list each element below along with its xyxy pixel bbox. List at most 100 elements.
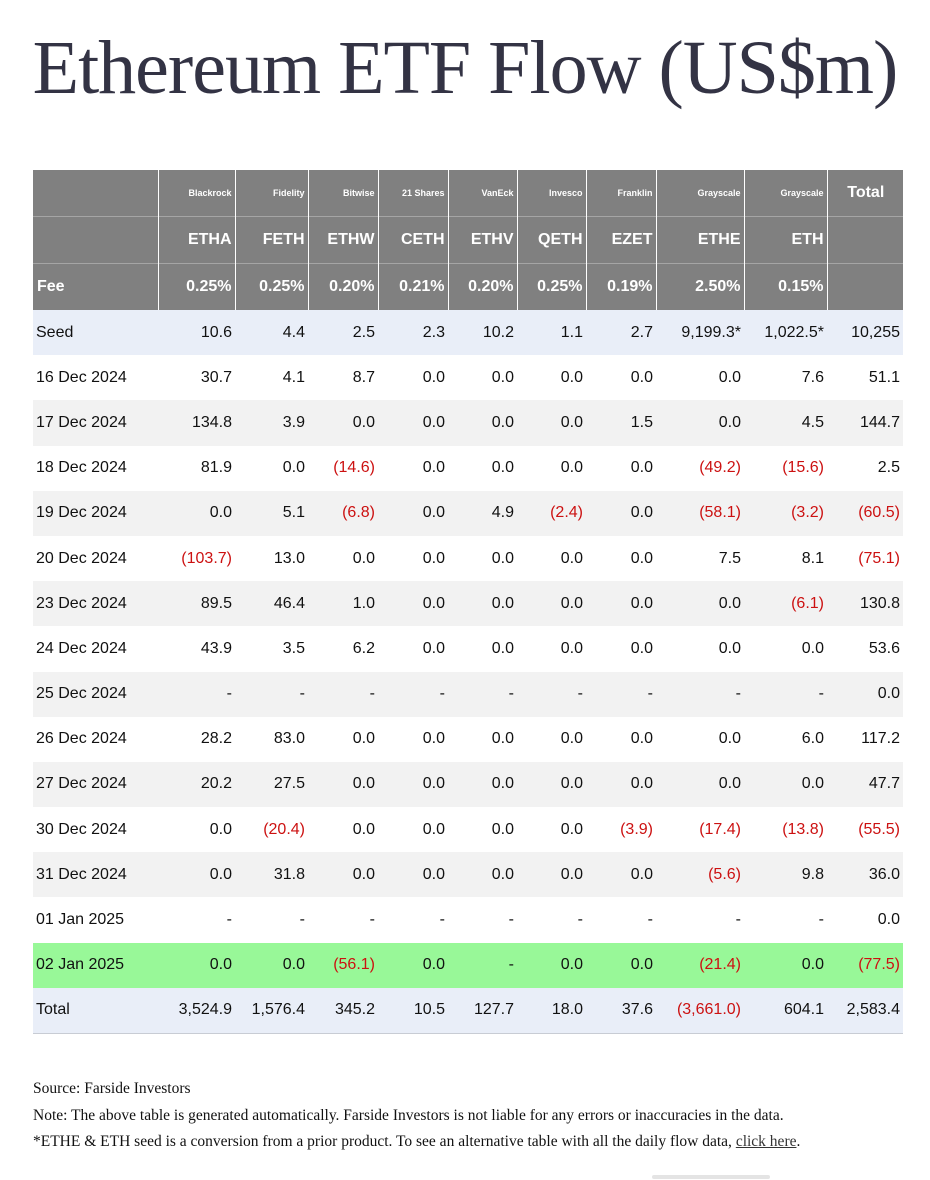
flow-cell: 0.0 <box>586 852 656 898</box>
flow-cell: 0.0 <box>517 445 586 491</box>
flow-cell: 0.0 <box>308 761 378 808</box>
flow-cell: 0.0 <box>586 942 656 988</box>
ticker-header: ETHV <box>447 216 517 264</box>
table-row: 31 Dec 2024 0.0 31.8 0.0 0.0 0.0 0.0 0.0 (5.6) 9.… <box>33 852 903 898</box>
date-cell: 25 Dec 2024 <box>33 671 158 717</box>
date-cell: 20 Dec 2024 <box>33 535 158 582</box>
flow-cell: 0.0 <box>378 535 448 582</box>
flow-cell: 0.0 <box>378 852 448 898</box>
flow-cell: 9,199.3* <box>656 310 744 356</box>
date-cell: 24 Dec 2024 <box>33 626 158 672</box>
provider-header: Franklin <box>585 170 656 217</box>
date-cell: 31 Dec 2024 <box>33 852 158 898</box>
seed-note-text: *ETHE & ETH seed is a conversion from a … <box>33 1133 732 1150</box>
alternative-table-link[interactable]: click here <box>735 1133 797 1150</box>
flow-cell: 43.9 <box>158 626 235 672</box>
flow-cell: 0.0 <box>586 490 656 536</box>
flow-cell: (56.1) <box>308 942 378 988</box>
row-total-cell: 0.0 <box>827 671 903 717</box>
flow-cell: 0.0 <box>378 807 448 853</box>
flow-cell: 7.5 <box>656 535 744 582</box>
flow-cell: 8.1 <box>744 535 827 582</box>
flow-cell: 0.0 <box>586 581 656 627</box>
fee-cell: 0.21% <box>377 263 448 310</box>
flow-cell: 3.5 <box>235 626 308 672</box>
row-total-cell: 144.7 <box>827 400 903 446</box>
flow-cell: - <box>378 897 448 943</box>
flow-cell: (6.8) <box>308 490 378 536</box>
flow-cell: 0.0 <box>656 581 744 627</box>
flow-cell: 10.5 <box>378 987 448 1034</box>
flow-cell: 0.0 <box>656 400 744 446</box>
flow-cell: 1.1 <box>517 310 586 356</box>
flow-cell: (58.1) <box>656 490 744 536</box>
flow-cell: 0.0 <box>656 761 744 808</box>
flow-cell: 0.0 <box>378 942 448 988</box>
flow-cell: 0.0 <box>656 716 744 762</box>
flow-cell: 0.0 <box>308 807 378 853</box>
flow-cell: (21.4) <box>656 942 744 988</box>
etf-flow-table: Blackrock Fidelity Bitwise 21 Shares VanEck I… <box>33 170 903 1034</box>
table-row: 30 Dec 2024 0.0 (20.4) 0.0 0.0 0.0 0.0 (3.9) (17… <box>33 807 903 853</box>
flow-cell: 4.4 <box>235 310 308 356</box>
flow-cell: - <box>448 671 517 717</box>
flow-cell: 0.0 <box>378 400 448 446</box>
fee-cell: 0.25% <box>157 263 235 310</box>
flow-cell: 0.0 <box>517 626 586 672</box>
flow-cell: 0.0 <box>378 716 448 762</box>
flow-cell: 4.1 <box>235 355 308 401</box>
flow-cell: 0.0 <box>378 490 448 536</box>
flow-cell: 4.5 <box>744 400 827 446</box>
flow-cell: 6.2 <box>308 626 378 672</box>
flow-cell: - <box>744 671 827 717</box>
source-note: Source: Farside Investors <box>33 1080 191 1097</box>
flow-cell: (20.4) <box>235 807 308 853</box>
flow-cell: - <box>517 671 586 717</box>
flow-cell: 0.0 <box>586 535 656 582</box>
flow-cell: (49.2) <box>656 445 744 491</box>
flow-cell: 2.5 <box>308 310 378 356</box>
flow-cell: (14.6) <box>308 445 378 491</box>
flow-cell: (3,661.0) <box>656 987 744 1034</box>
flow-cell: - <box>308 897 378 943</box>
flow-cell: - <box>586 897 656 943</box>
fee-cell: 0.25% <box>234 263 308 310</box>
total-header: Total <box>826 170 903 217</box>
row-total-cell: 117.2 <box>827 716 903 762</box>
flow-cell: 0.0 <box>308 716 378 762</box>
fee-cell: 2.50% <box>655 263 744 310</box>
provider-header-row: Blackrock Fidelity Bitwise 21 Shares VanEck I… <box>33 170 903 217</box>
table-row: Seed 10.6 4.4 2.5 2.3 10.2 1.1 2.7 9,199.3* 1,022… <box>33 310 903 356</box>
table-row: 18 Dec 2024 81.9 0.0 (14.6) 0.0 0.0 0.0 0.0 (49.… <box>33 445 903 491</box>
date-cell: 26 Dec 2024 <box>33 716 158 762</box>
row-total-cell: 10,255 <box>827 310 903 356</box>
flow-cell: 1,576.4 <box>235 987 308 1034</box>
flow-cell: 0.0 <box>448 355 517 401</box>
ticker-header: ETH <box>743 216 827 264</box>
flow-cell: 0.0 <box>308 400 378 446</box>
provider-header: Grayscale <box>743 170 827 217</box>
row-total-cell: 51.1 <box>827 355 903 401</box>
flow-cell: - <box>378 671 448 717</box>
flow-cell: 0.0 <box>517 807 586 853</box>
flow-cell: 13.0 <box>235 535 308 582</box>
provider-header: VanEck <box>447 170 517 217</box>
flow-cell: 0.0 <box>586 355 656 401</box>
row-total-cell: 47.7 <box>827 761 903 808</box>
flow-cell: 0.0 <box>448 400 517 446</box>
flow-cell: 0.0 <box>378 626 448 672</box>
date-cell: 16 Dec 2024 <box>33 355 158 401</box>
flow-cell: - <box>517 897 586 943</box>
table-row: 23 Dec 2024 89.5 46.4 1.0 0.0 0.0 0.0 0.0 0.0 (6.… <box>33 581 903 627</box>
flow-cell: 0.0 <box>448 761 517 808</box>
flow-cell: 6.0 <box>744 716 827 762</box>
flow-cell: 0.0 <box>378 445 448 491</box>
date-cell: 01 Jan 2025 <box>33 897 158 943</box>
table-row: 26 Dec 2024 28.2 83.0 0.0 0.0 0.0 0.0 0.0 0.0 6.0… <box>33 716 903 762</box>
flow-cell: 0.0 <box>235 942 308 988</box>
ticker-header: ETHE <box>655 216 744 264</box>
flow-cell: 0.0 <box>378 581 448 627</box>
table-row: 16 Dec 2024 30.7 4.1 8.7 0.0 0.0 0.0 0.0 0.0 7.6 5… <box>33 355 903 401</box>
row-total-cell: 0.0 <box>827 897 903 943</box>
flow-cell: 0.0 <box>744 626 827 672</box>
